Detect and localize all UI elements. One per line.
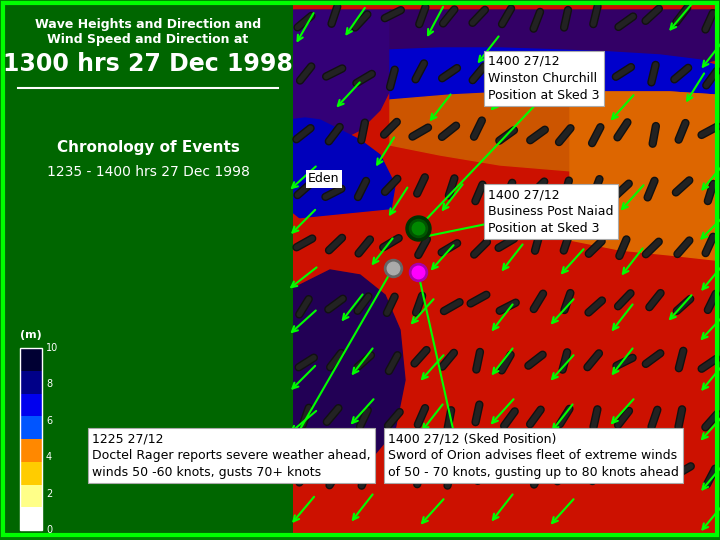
Polygon shape: [390, 10, 715, 75]
Polygon shape: [290, 118, 395, 235]
Bar: [20, 348, 42, 530]
Text: Wave Heights and Direction and: Wave Heights and Direction and: [35, 18, 261, 31]
Text: 1300 hrs 27 Dec 1998: 1300 hrs 27 Dec 1998: [3, 52, 293, 76]
Polygon shape: [390, 48, 715, 155]
Polygon shape: [390, 92, 715, 175]
Polygon shape: [290, 270, 405, 470]
Text: 4: 4: [46, 452, 52, 462]
Bar: [290, 5, 715, 535]
Text: 0: 0: [46, 525, 52, 535]
Text: 2: 2: [46, 489, 53, 498]
Bar: [20, 484, 42, 507]
Bar: [20, 439, 42, 462]
Text: 1400 27/12
Business Post Naiad
Position at Sked 3: 1400 27/12 Business Post Naiad Position …: [488, 188, 613, 235]
Bar: [20, 507, 42, 530]
Bar: [20, 371, 42, 394]
Text: Chronology of Events: Chronology of Events: [57, 140, 240, 155]
Text: Wind Speed and Direction at: Wind Speed and Direction at: [48, 33, 248, 46]
Bar: [20, 394, 42, 416]
Text: 1400 27/12
Winston Churchill
Position at Sked 3: 1400 27/12 Winston Churchill Position at…: [488, 55, 600, 102]
Bar: [20, 462, 42, 484]
Text: 10: 10: [46, 343, 58, 353]
Text: 1400 27/12 (Sked Position)
Sword of Orion advises fleet of extreme winds
of 50 -: 1400 27/12 (Sked Position) Sword of Orio…: [388, 432, 679, 479]
Polygon shape: [570, 92, 715, 260]
Text: 1225 27/12
Doctel Rager reports severe weather ahead,
winds 50 -60 knots, gusts : 1225 27/12 Doctel Rager reports severe w…: [92, 432, 371, 479]
Polygon shape: [290, 210, 450, 430]
Polygon shape: [290, 10, 400, 140]
Bar: [20, 348, 42, 371]
Bar: [20, 416, 42, 439]
Text: 1235 - 1400 hrs 27 Dec 1998: 1235 - 1400 hrs 27 Dec 1998: [47, 165, 249, 179]
Text: (m): (m): [20, 330, 42, 340]
Bar: [3, 3, 293, 535]
Text: 8: 8: [46, 380, 52, 389]
Text: 6: 6: [46, 416, 52, 426]
Text: Eden: Eden: [308, 172, 340, 185]
